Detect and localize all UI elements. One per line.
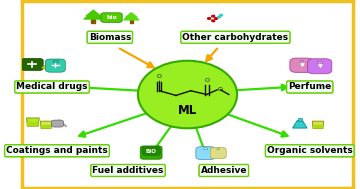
Bar [91, 19, 95, 23]
Circle shape [220, 14, 222, 16]
Text: Coatings and paints: Coatings and paints [6, 146, 108, 155]
Text: Adhesive: Adhesive [201, 166, 247, 175]
FancyBboxPatch shape [290, 58, 313, 72]
Polygon shape [217, 148, 220, 150]
Text: BIO: BIO [146, 149, 157, 154]
Ellipse shape [138, 61, 237, 128]
Text: ML: ML [178, 104, 197, 117]
Text: O: O [204, 78, 209, 83]
Text: O: O [157, 74, 162, 79]
Text: ♥: ♥ [317, 64, 322, 69]
Circle shape [207, 18, 210, 19]
FancyBboxPatch shape [51, 120, 64, 127]
Text: Other carbohydrates: Other carbohydrates [182, 33, 288, 42]
Polygon shape [27, 122, 39, 126]
Text: Medical drugs: Medical drugs [16, 82, 88, 91]
FancyBboxPatch shape [196, 147, 216, 160]
Circle shape [212, 20, 215, 22]
Text: Coatings and paints: Coatings and paints [6, 146, 108, 155]
Polygon shape [84, 13, 103, 19]
Text: Organic solvents: Organic solvents [267, 146, 353, 155]
FancyBboxPatch shape [21, 59, 43, 70]
Text: Biomass: Biomass [89, 33, 131, 42]
FancyBboxPatch shape [210, 148, 226, 158]
Circle shape [217, 16, 220, 18]
Bar [300, 60, 303, 62]
Bar [53, 60, 58, 62]
Polygon shape [86, 10, 100, 16]
Text: Fuel additives: Fuel additives [92, 166, 164, 175]
Bar [298, 119, 302, 121]
FancyBboxPatch shape [101, 13, 122, 22]
FancyBboxPatch shape [142, 147, 160, 155]
Text: O: O [218, 87, 223, 92]
Polygon shape [27, 118, 39, 126]
Polygon shape [313, 125, 323, 129]
Polygon shape [40, 121, 52, 129]
Text: Fuel additives: Fuel additives [92, 166, 164, 175]
Bar [318, 61, 322, 63]
Polygon shape [126, 13, 137, 18]
Text: Medical drugs: Medical drugs [16, 82, 88, 91]
Polygon shape [41, 125, 51, 129]
Text: Perfume: Perfume [288, 82, 331, 91]
FancyBboxPatch shape [140, 146, 162, 159]
Text: Biomass: Biomass [89, 33, 131, 42]
Polygon shape [203, 147, 208, 149]
Text: bio: bio [106, 15, 117, 20]
Polygon shape [124, 15, 139, 20]
Polygon shape [312, 121, 324, 129]
Text: Organic solvents: Organic solvents [267, 146, 353, 155]
Text: Perfume: Perfume [288, 82, 331, 91]
Text: Adhesive: Adhesive [201, 166, 247, 175]
Text: Other carbohydrates: Other carbohydrates [182, 33, 288, 42]
Text: ♥: ♥ [299, 63, 304, 68]
Circle shape [212, 15, 215, 17]
Polygon shape [293, 121, 307, 128]
Polygon shape [153, 146, 159, 148]
FancyBboxPatch shape [45, 59, 65, 72]
Ellipse shape [42, 65, 51, 69]
Bar [130, 19, 133, 23]
Circle shape [215, 18, 217, 19]
FancyBboxPatch shape [307, 59, 332, 74]
